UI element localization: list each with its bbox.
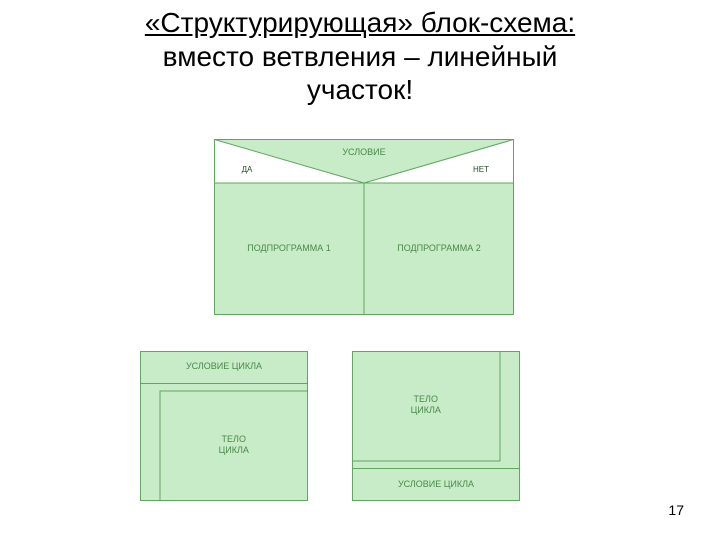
slide-title: «Структурирующая» блок-схема: вместо вет… bbox=[0, 6, 720, 107]
no-label: НЕТ bbox=[466, 165, 496, 174]
body-line-1: ТЕЛО bbox=[414, 394, 438, 404]
title-line-1: «Структурирующая» блок-схема: bbox=[145, 7, 575, 38]
precondition-label: УСЛОВИЕ ЦИКЛА bbox=[144, 361, 304, 371]
condition-label: УСЛОВИЕ bbox=[314, 147, 414, 157]
subprogram-1-label: ПОДПРОГРАММА 1 bbox=[218, 243, 360, 253]
body-line-2: ЦИКЛА bbox=[219, 445, 249, 455]
precondition-body-label: ТЕЛО ЦИКЛА bbox=[164, 434, 304, 457]
yes-label: ДА bbox=[232, 165, 262, 174]
slide: «Структурирующая» блок-схема: вместо вет… bbox=[0, 0, 720, 540]
body-line-2: ЦИКЛА bbox=[411, 405, 441, 415]
title-line-2: вместо ветвления – линейный bbox=[163, 41, 558, 72]
subprogram-2-label: ПОДПРОГРАММА 2 bbox=[368, 243, 510, 253]
precondition-loop-diagram bbox=[140, 351, 308, 501]
postcondition-body-label: ТЕЛО ЦИКЛА bbox=[356, 394, 496, 417]
postcondition-label: УСЛОВИЕ ЦИКЛА bbox=[356, 479, 516, 489]
page-number: 17 bbox=[668, 502, 684, 518]
body-line-1: ТЕЛО bbox=[222, 434, 246, 444]
title-line-3: участок! bbox=[307, 74, 413, 105]
